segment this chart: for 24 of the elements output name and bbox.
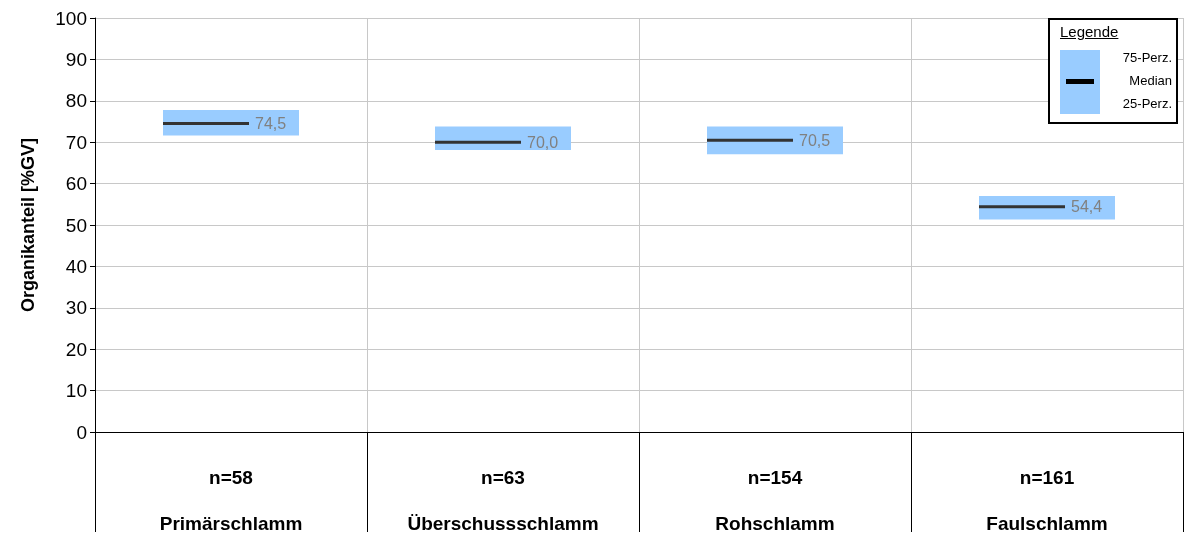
category-label: n=58 Primärschlamm xyxy=(159,466,303,534)
y-tick-label: 20 xyxy=(65,338,87,360)
category-label: n=161 Faulschlamm xyxy=(986,466,1108,534)
text: 74,5 xyxy=(255,115,287,133)
category-label: n=63 Überschussschlamm xyxy=(407,466,599,534)
y-tick-label: 70 xyxy=(65,131,87,153)
y-tick-label: 60 xyxy=(65,173,87,195)
text: Median xyxy=(1129,73,1172,88)
y-tick-label: 50 xyxy=(65,214,87,236)
legend-title: Legende xyxy=(1060,23,1119,40)
y-tick-label: 80 xyxy=(65,90,87,112)
text: 54,4 xyxy=(1071,198,1103,216)
y-tick-label: 0 xyxy=(76,421,87,443)
y-tick-label: 10 xyxy=(65,380,87,402)
text: 70,5 xyxy=(799,131,831,149)
annotation: 75-Perz. xyxy=(1122,50,1172,65)
annotation: 25-Perz. xyxy=(1122,96,1172,111)
y-axis-title: Organikanteil [%GV] xyxy=(18,137,38,313)
text: 70,0 xyxy=(527,133,559,151)
category-label: n=154 Rohschlamm xyxy=(715,466,835,534)
y-tick-label: 100 xyxy=(55,7,87,29)
y-tick-label: 30 xyxy=(65,297,87,319)
y-tick-label: 90 xyxy=(65,48,87,70)
y-tick-label: 40 xyxy=(65,255,87,277)
